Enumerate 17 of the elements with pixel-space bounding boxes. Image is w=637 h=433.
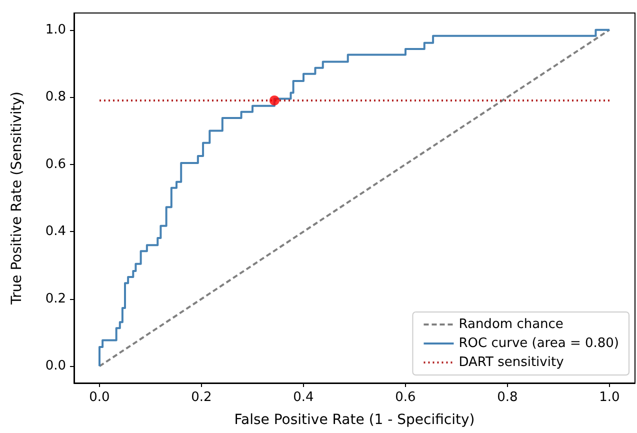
y-tick-label: 0.8 <box>45 90 66 105</box>
legend-label: DART sensitivity <box>458 355 564 370</box>
x-tick-label: 0.0 <box>89 390 110 405</box>
x-tick-label: 0.6 <box>395 390 416 405</box>
x-tick-label: 0.8 <box>497 390 518 405</box>
y-tick-label: 0.4 <box>45 224 66 240</box>
y-axis-title: True Positive Rate (Sensitivity) <box>9 92 25 306</box>
x-axis-title: False Positive Rate (1 - Specificity) <box>234 412 475 428</box>
y-tick-label: 1.0 <box>45 22 66 38</box>
x-tick-label: 0.2 <box>191 390 212 405</box>
x-tick-label: 1.0 <box>599 390 620 405</box>
x-tick-label: 0.4 <box>293 390 314 405</box>
legend-label: Random chance <box>458 317 564 332</box>
y-tick-label: 0.0 <box>45 358 66 374</box>
y-tick-label: 0.6 <box>45 156 66 172</box>
legend-label: ROC curve (area = 0.80) <box>458 336 619 351</box>
y-tick-label: 0.2 <box>45 291 66 306</box>
